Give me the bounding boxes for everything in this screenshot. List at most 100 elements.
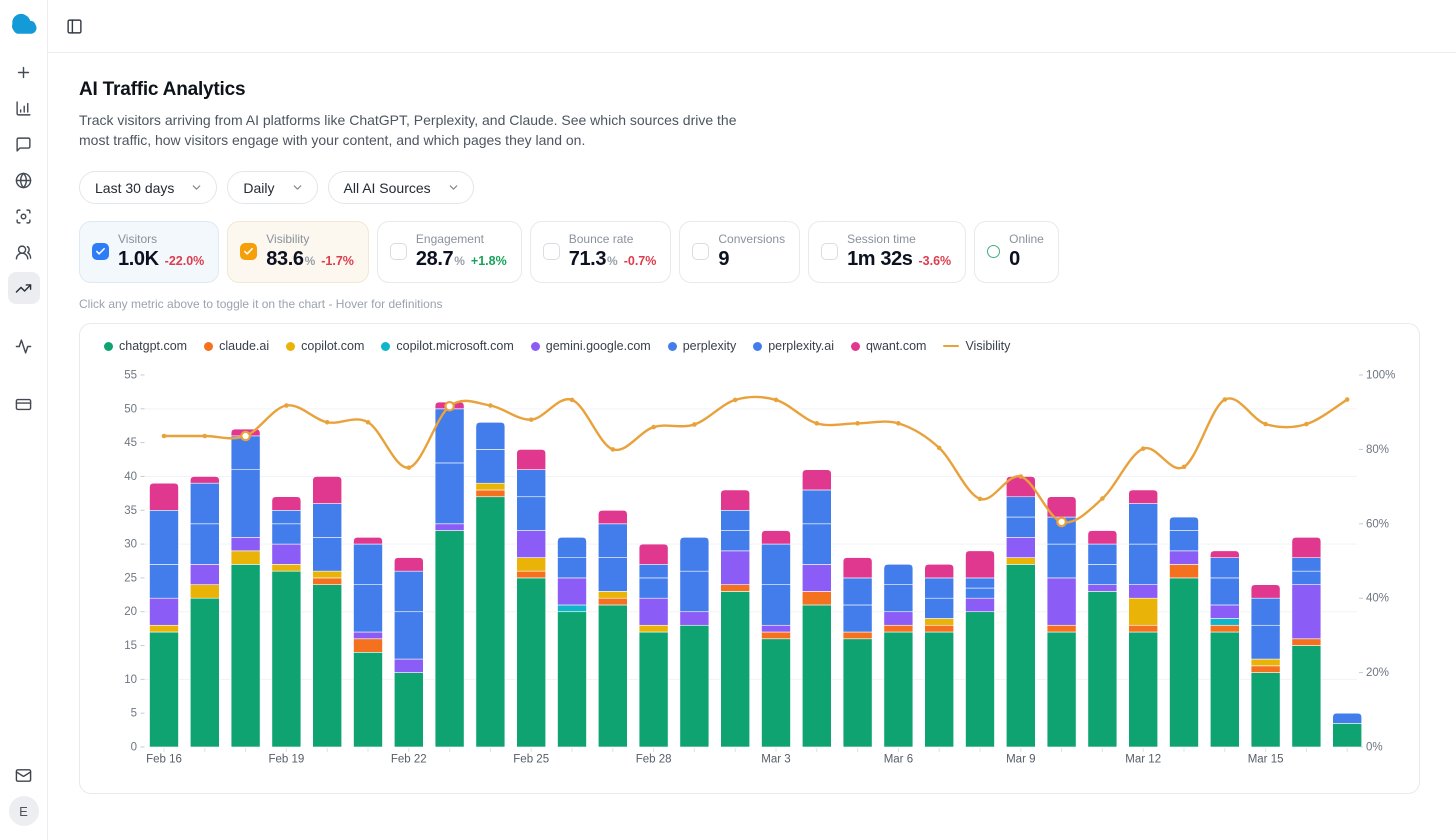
- legend-dot-swatch: [381, 341, 391, 351]
- bar-Mar-15[interactable]: [1250, 584, 1281, 748]
- bar-Feb-27[interactable]: [597, 510, 628, 748]
- legend-label: gemini.google.com: [545, 339, 651, 354]
- mail-icon: [15, 769, 32, 782]
- bar-Mar-12[interactable]: [1128, 489, 1158, 748]
- bar-Mar-3[interactable]: [761, 530, 791, 748]
- bar-Mar-16[interactable]: [1291, 537, 1322, 748]
- metric-checkbox[interactable]: [240, 243, 258, 261]
- bar-Feb-22[interactable]: [393, 557, 424, 748]
- metric-card-conversions[interactable]: Conversions 9: [679, 221, 801, 284]
- sidebar-item-scan[interactable]: [8, 200, 40, 232]
- bar-Feb-24[interactable]: [475, 422, 506, 748]
- bar-Feb-25[interactable]: [516, 449, 547, 748]
- activity-icon: [15, 338, 32, 354]
- bar-Feb-20[interactable]: [312, 476, 342, 748]
- bar-Mar-5[interactable]: [842, 557, 873, 748]
- bar-Feb-18[interactable]: [230, 428, 261, 748]
- sidebar-item-activity[interactable]: [8, 330, 40, 362]
- bar-Mar-2[interactable]: [720, 489, 751, 748]
- date-range-dropdown[interactable]: Last 30 days: [79, 171, 218, 205]
- visibility-ring-marker[interactable]: [240, 430, 251, 442]
- metric-checkbox[interactable]: [389, 243, 407, 261]
- metric-label: Visitors: [118, 232, 158, 247]
- metric-card-visibility[interactable]: Visibility 83.6% -1.7%: [227, 221, 369, 284]
- sidebar-item-web[interactable]: [8, 164, 40, 196]
- legend-item-qwant-com[interactable]: qwant.com: [850, 339, 927, 354]
- bar-Mar-4[interactable]: [801, 469, 832, 748]
- metric-checkbox[interactable]: [542, 243, 560, 261]
- bar-Mar-14[interactable]: [1210, 550, 1240, 748]
- stacked-bars[interactable]: [149, 401, 1362, 748]
- legend-item-chatgpt-com[interactable]: chatgpt.com: [104, 339, 187, 353]
- bar-Mar-8[interactable]: [965, 550, 995, 748]
- traffic-chart-canvas[interactable]: 0 5 10 15 20 25 30 35 40 45 50 55 0% 20% 40% 60% 80% 100%…: [80, 324, 1419, 793]
- traffic-chart-card: chatgpt.com claude.ai copilot.com copilot.m…: [79, 323, 1420, 795]
- legend-dot-swatch: [753, 341, 763, 351]
- legend-label: copilot.microsoft.com: [396, 339, 514, 354]
- metric-checkbox[interactable]: [821, 243, 839, 261]
- app-logo-cloud-icon[interactable]: [9, 10, 39, 40]
- sidebar-item-analytics[interactable]: [8, 92, 40, 124]
- svg-text:Mar 12: Mar 12: [1125, 754, 1161, 766]
- svg-text:Mar 15: Mar 15: [1248, 754, 1284, 766]
- legend-label: chatgpt.com: [119, 339, 188, 354]
- metric-card-bounce-rate[interactable]: Bounce rate 71.3% -0.7%: [529, 221, 672, 284]
- metric-card-visitors[interactable]: Visitors 1.0K -22.0%: [79, 221, 220, 284]
- bar-Feb-21[interactable]: [353, 537, 383, 748]
- sidebar-item-audience[interactable]: [8, 236, 40, 268]
- metric-card-online[interactable]: Online 0: [974, 221, 1059, 284]
- visibility-line[interactable]: [161, 395, 1350, 528]
- bar-Mar-7[interactable]: [924, 564, 955, 748]
- svg-text:15: 15: [124, 640, 137, 652]
- source-dropdown[interactable]: All AI Sources: [327, 171, 474, 205]
- legend-item-Visibility[interactable]: Visibility: [943, 339, 1010, 353]
- bar-Feb-19[interactable]: [271, 496, 302, 748]
- visibility-ring-marker[interactable]: [1056, 516, 1067, 528]
- metric-label: Online: [1009, 232, 1044, 247]
- metric-card-engagement[interactable]: Engagement 28.7% +1.8%: [376, 221, 522, 284]
- bar-Feb-26[interactable]: [557, 537, 587, 748]
- scan-search-icon: [16, 208, 31, 224]
- bar-Mar-6[interactable]: [883, 564, 914, 748]
- metric-value: 28.7: [415, 248, 454, 271]
- legend-item-perplexity[interactable]: perplexity: [667, 339, 737, 354]
- sidebar-item-inbox[interactable]: [15, 767, 32, 784]
- topbar: [48, 0, 1456, 53]
- panel-left-toggle-icon[interactable]: [66, 18, 83, 35]
- sidebar-item-messages[interactable]: [8, 128, 40, 160]
- bar-Feb-16[interactable]: [149, 482, 179, 748]
- credit-card-icon: [15, 398, 32, 410]
- legend-item-copilot-com[interactable]: copilot.com: [286, 339, 364, 353]
- legend-item-gemini-google-com[interactable]: gemini.google.com: [530, 339, 651, 354]
- sidebar-item-new[interactable]: [8, 56, 40, 88]
- bar-Mar-17[interactable]: [1332, 712, 1362, 748]
- chevron-down-icon: [291, 181, 304, 194]
- svg-text:60%: 60%: [1366, 518, 1389, 530]
- bar-Feb-23[interactable]: [434, 401, 465, 748]
- sidebar-item-billing[interactable]: [8, 388, 40, 420]
- svg-text:0: 0: [131, 742, 137, 754]
- svg-text:Feb 28: Feb 28: [636, 754, 672, 766]
- bar-Mar-10[interactable]: [1046, 496, 1077, 748]
- legend-label: perplexity: [682, 339, 737, 354]
- legend-item-copilot-microsoft-com[interactable]: copilot.microsoft.com: [381, 339, 514, 354]
- bar-Mar-1[interactable]: [679, 537, 710, 748]
- bar-Mar-11[interactable]: [1087, 530, 1118, 748]
- metric-checkbox[interactable]: [92, 243, 109, 261]
- plus-icon: [17, 66, 30, 78]
- bar-Feb-28[interactable]: [638, 543, 669, 748]
- legend-label: qwant.com: [865, 339, 927, 354]
- bar-Mar-9[interactable]: [1005, 476, 1036, 748]
- metric-label: Session time: [847, 232, 916, 247]
- legend-item-claude-ai[interactable]: claude.ai: [204, 339, 269, 353]
- granularity-dropdown[interactable]: Daily: [227, 171, 318, 205]
- sidebar-item-traffic-trends[interactable]: [7, 272, 40, 304]
- bar-Feb-17[interactable]: [190, 476, 220, 748]
- bar-Mar-13[interactable]: [1169, 516, 1199, 748]
- legend-label: claude.ai: [219, 339, 270, 354]
- metric-checkbox[interactable]: [692, 243, 710, 261]
- legend-item-perplexity-ai[interactable]: perplexity.ai: [753, 339, 834, 353]
- user-avatar[interactable]: E: [8, 796, 39, 826]
- metric-card-session-time[interactable]: Session time 1m 32s -3.6%: [808, 221, 967, 284]
- visibility-ring-marker[interactable]: [444, 400, 455, 412]
